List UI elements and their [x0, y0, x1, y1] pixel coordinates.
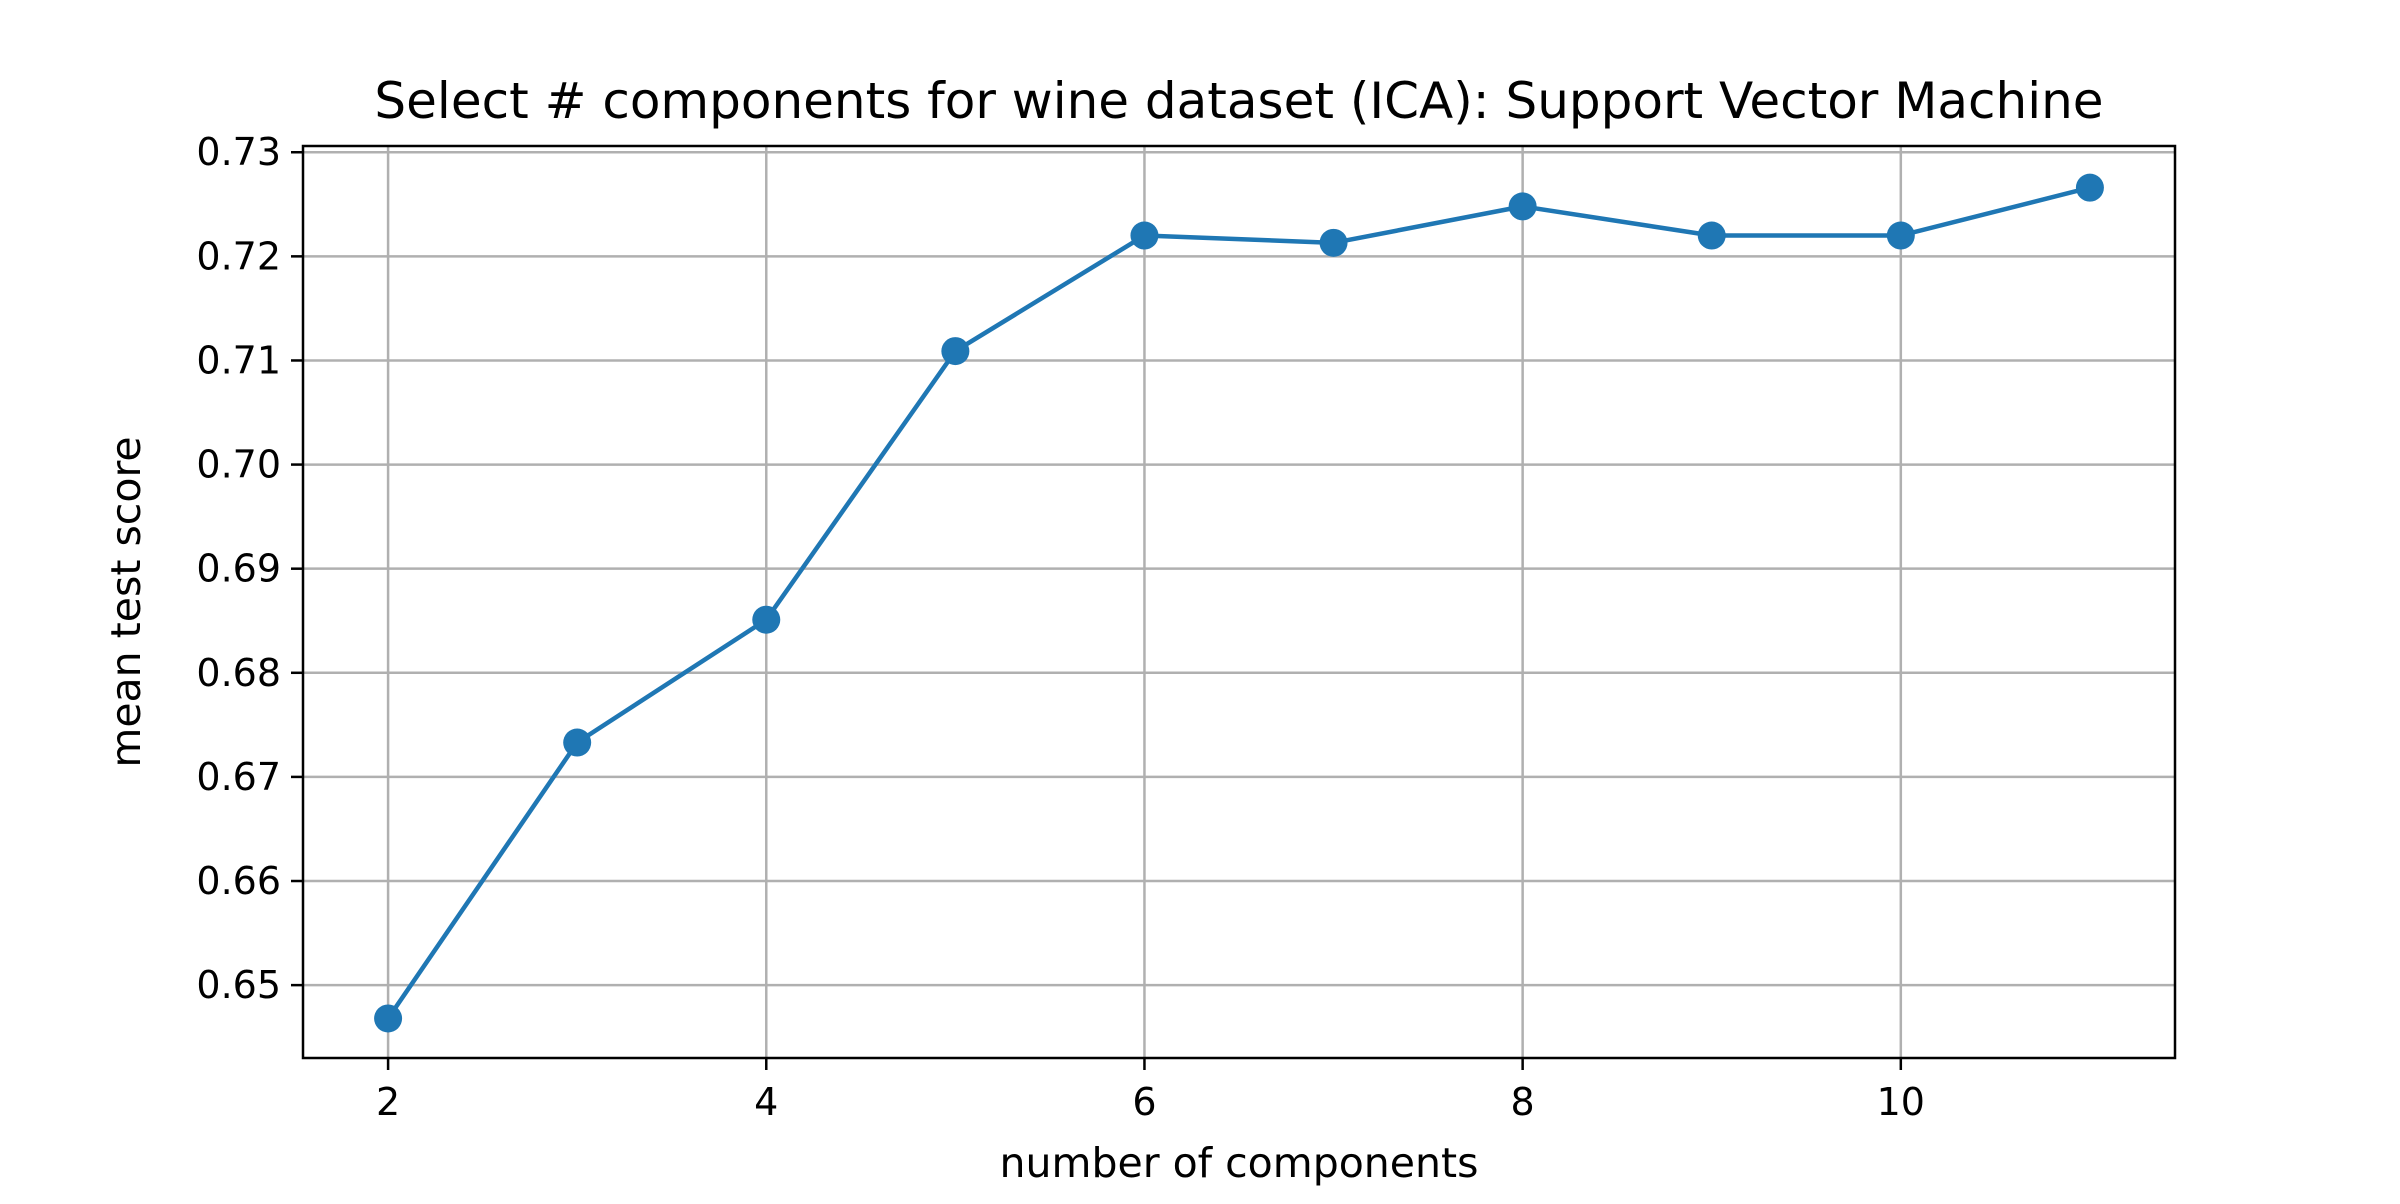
y-tick-label: 0.72 — [196, 234, 281, 278]
data-point — [374, 1004, 403, 1033]
y-tick-label: 0.73 — [196, 130, 281, 174]
y-tick-label: 0.65 — [196, 963, 281, 1007]
series-lines — [384, 184, 2093, 1022]
data-point — [1886, 221, 1915, 250]
data-points — [374, 173, 2104, 1033]
data-point — [563, 728, 592, 757]
x-tick-label: 6 — [1132, 1080, 1156, 1124]
y-axis-label: mean test score — [102, 436, 150, 767]
x-tick-label: 8 — [1511, 1080, 1535, 1124]
y-tick-label: 0.71 — [196, 338, 281, 382]
axis-ticks: 2 4 6 8 10 0.65 0.66 0.67 0.68 0.69 0.70 0.71 0.72 0.… — [196, 130, 1925, 1124]
data-point — [1130, 221, 1159, 250]
grid-lines — [303, 146, 2175, 1058]
plot-area-frame — [301, 144, 2177, 1060]
data-point — [752, 605, 781, 634]
chart-title: Select # components for wine dataset (IC… — [374, 72, 2103, 130]
data-point — [2075, 173, 2104, 202]
series-line — [384, 184, 2093, 1022]
x-tick-label: 10 — [1877, 1080, 1925, 1124]
x-tick-label: 4 — [754, 1080, 778, 1124]
y-tick-label: 0.66 — [196, 859, 281, 903]
x-axis-label: number of components — [1000, 1139, 1479, 1187]
data-point — [1697, 221, 1726, 250]
y-tick-label: 0.67 — [196, 755, 281, 799]
data-point — [1508, 192, 1537, 221]
x-tick-label: 2 — [376, 1080, 400, 1124]
y-tick-label: 0.69 — [196, 547, 281, 591]
y-tick-label: 0.70 — [196, 443, 281, 487]
data-point — [1319, 228, 1348, 257]
y-tick-label: 0.68 — [196, 651, 281, 695]
data-point — [941, 337, 970, 366]
